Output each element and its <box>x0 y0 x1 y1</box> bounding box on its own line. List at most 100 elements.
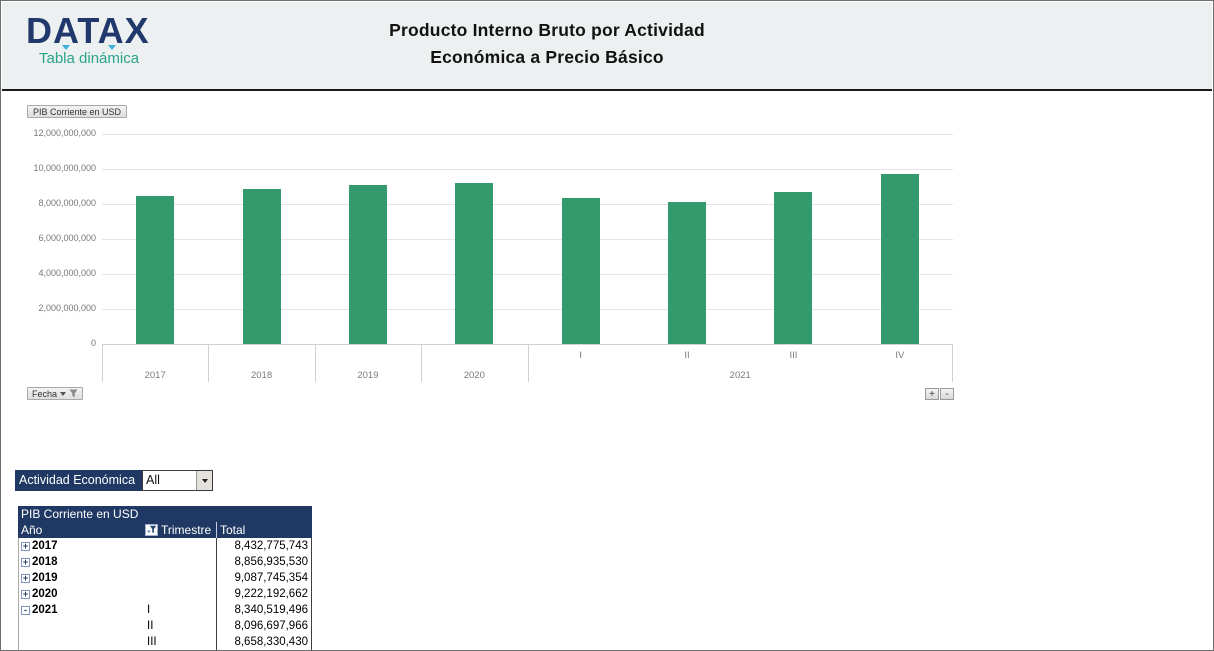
y-axis-tick-label: 4,000,000,000 <box>38 268 96 278</box>
filter-field-label: Actividad Económica <box>15 470 143 491</box>
pivot-quarter-cell <box>145 570 216 586</box>
page-title: Producto Interno Bruto por Actividad Eco… <box>247 17 847 71</box>
row-expand-button[interactable]: + <box>21 588 30 599</box>
pivot-filter-icon-button[interactable] <box>145 524 158 536</box>
chevron-down-icon <box>201 478 208 483</box>
logo-accent-mark <box>108 45 116 50</box>
pivot-total-cell: 9,087,745,354 <box>216 570 311 586</box>
x-axis-year-label: 2019 <box>357 370 379 381</box>
pivot-quarter-cell: I <box>147 604 151 616</box>
pivot-quarter-cell <box>145 554 216 570</box>
pivot-year-cell <box>19 618 145 634</box>
bar-2021-IV[interactable] <box>880 174 919 344</box>
bar-2021-II[interactable] <box>668 202 707 344</box>
filter-dropdown-button[interactable] <box>196 471 213 490</box>
x-axis-year-label: 2020 <box>463 370 485 381</box>
app-header: DATAX Tabla dinámica Producto Interno Br… <box>2 2 1212 91</box>
x-axis-divider <box>315 344 316 382</box>
bar-2018[interactable] <box>242 189 281 344</box>
pivot-total-cell: 8,856,935,530 <box>216 554 311 570</box>
bar-2020[interactable] <box>455 183 494 344</box>
row-expand-button[interactable]: + <box>21 556 30 567</box>
report-filter: Actividad Económica All <box>15 470 214 491</box>
pivot-total-cell: 8,096,697,966 <box>216 618 311 634</box>
pivot-header-quarter-label: Trimestre <box>161 523 212 537</box>
pivot-rows: +2017 8,432,775,743 +2018 8,856,935,530 +201… <box>18 538 312 650</box>
x-axis-divider <box>102 344 103 382</box>
chart-value-field-button[interactable]: PIB Corriente en USD <box>27 105 128 118</box>
pivot-header-total: Total <box>216 522 312 538</box>
row-collapse-button[interactable]: - <box>21 605 30 615</box>
page-title-line2: Económica a Precio Básico <box>430 47 664 67</box>
pivot-header-quarter: Trimestre <box>145 522 216 538</box>
gridline <box>102 344 953 345</box>
pivot-row: +2017 8,432,775,743 <box>18 538 312 554</box>
pivot-year-cell: -2021 <box>19 602 145 618</box>
pivot-year-cell: +2018 <box>19 554 145 570</box>
pivot-total-cell: 8,432,775,743 <box>216 538 311 554</box>
gridline <box>102 309 953 310</box>
filter-value-combobox[interactable]: All <box>142 470 214 491</box>
pivot-row: -2021 I 8,340,519,496 <box>18 602 312 618</box>
x-axis-year-label: 2018 <box>250 370 273 381</box>
pivot-year-label: 2019 <box>32 572 58 584</box>
gridline <box>102 204 953 205</box>
y-axis-tick-label: 0 <box>90 338 96 348</box>
pivot-year-label: 2017 <box>32 540 58 552</box>
logo: DATAX Tabla dinámica <box>26 12 150 68</box>
row-expand-button[interactable]: + <box>21 540 30 551</box>
page-title-line1: Producto Interno Bruto por Actividad <box>389 20 705 40</box>
pivot-quarter-cell: III <box>147 636 157 648</box>
x-axis-divider <box>421 344 422 382</box>
pivot-year-label: 2018 <box>32 556 58 568</box>
chart-y-axis: 12,000,000,000 10,000,000,000 8,000,000,00… <box>1 128 96 348</box>
gridline <box>102 169 953 170</box>
pivot-quarter-cell <box>145 586 216 602</box>
pivot-year-cell: +2019 <box>19 570 145 586</box>
pivot-row: II 8,096,697,966 <box>18 618 312 634</box>
pivot-year-cell <box>19 634 145 650</box>
bar-2021-III[interactable] <box>774 192 813 344</box>
pivot-row: +2019 9,087,745,354 <box>18 570 312 586</box>
gridline <box>102 274 953 275</box>
x-axis-quarter-label: II <box>684 350 690 361</box>
pivot-header-year: Año <box>21 523 43 537</box>
bar-2021-I[interactable] <box>561 198 600 344</box>
y-axis-tick-label: 12,000,000,000 <box>33 128 96 138</box>
pivot-row: III 8,658,330,430 <box>18 634 312 650</box>
x-axis-quarter-label: IV <box>895 350 905 361</box>
bar-2019[interactable] <box>348 185 387 344</box>
pivot-title-cell: PIB Corriente en USD <box>18 506 312 522</box>
filter-selected-value: All <box>146 473 160 487</box>
pivot-row: +2018 8,856,935,530 <box>18 554 312 570</box>
x-axis-quarter-label: I <box>579 350 582 361</box>
x-axis-divider <box>208 344 209 382</box>
logo-accent-mark <box>62 45 70 50</box>
chart-plot <box>102 134 953 345</box>
y-axis-tick-label: 6,000,000,000 <box>38 233 96 243</box>
pivot-quarter-cell: II <box>147 620 154 632</box>
x-axis-year-label: 2021 <box>729 370 751 381</box>
chevron-down-icon <box>60 391 67 396</box>
filter-funnel-icon <box>146 525 157 534</box>
pivot-total-cell: 8,340,519,496 <box>216 602 311 618</box>
pivot-table: PIB Corriente en USD Año Trimestre Total… <box>18 506 312 650</box>
row-expand-button[interactable]: + <box>21 572 30 583</box>
pivot-total-cell: 8,658,330,430 <box>216 634 311 650</box>
x-axis-divider <box>528 344 529 382</box>
chart-expand-field-button[interactable]: + <box>925 388 939 400</box>
bar-2017[interactable] <box>136 196 175 344</box>
x-axis-divider <box>952 344 953 382</box>
pivot-row: +2020 9,222,192,662 <box>18 586 312 602</box>
fecha-button-label: Fecha <box>32 388 58 399</box>
y-axis-tick-label: 10,000,000,000 <box>33 163 96 173</box>
y-axis-tick-label: 8,000,000,000 <box>38 198 96 208</box>
gridline <box>102 239 953 240</box>
logo-brand-text: DATAX <box>26 10 150 51</box>
chart-axis-field-button-fecha[interactable]: Fecha <box>27 387 84 400</box>
chart-x-axis: 2017 2018 2019 2020 2021 I II III IV <box>102 344 953 384</box>
pivot-year-label: 2021 <box>32 604 58 616</box>
x-axis-year-label: 2017 <box>144 370 166 381</box>
chart-collapse-field-button[interactable]: - <box>940 388 954 400</box>
